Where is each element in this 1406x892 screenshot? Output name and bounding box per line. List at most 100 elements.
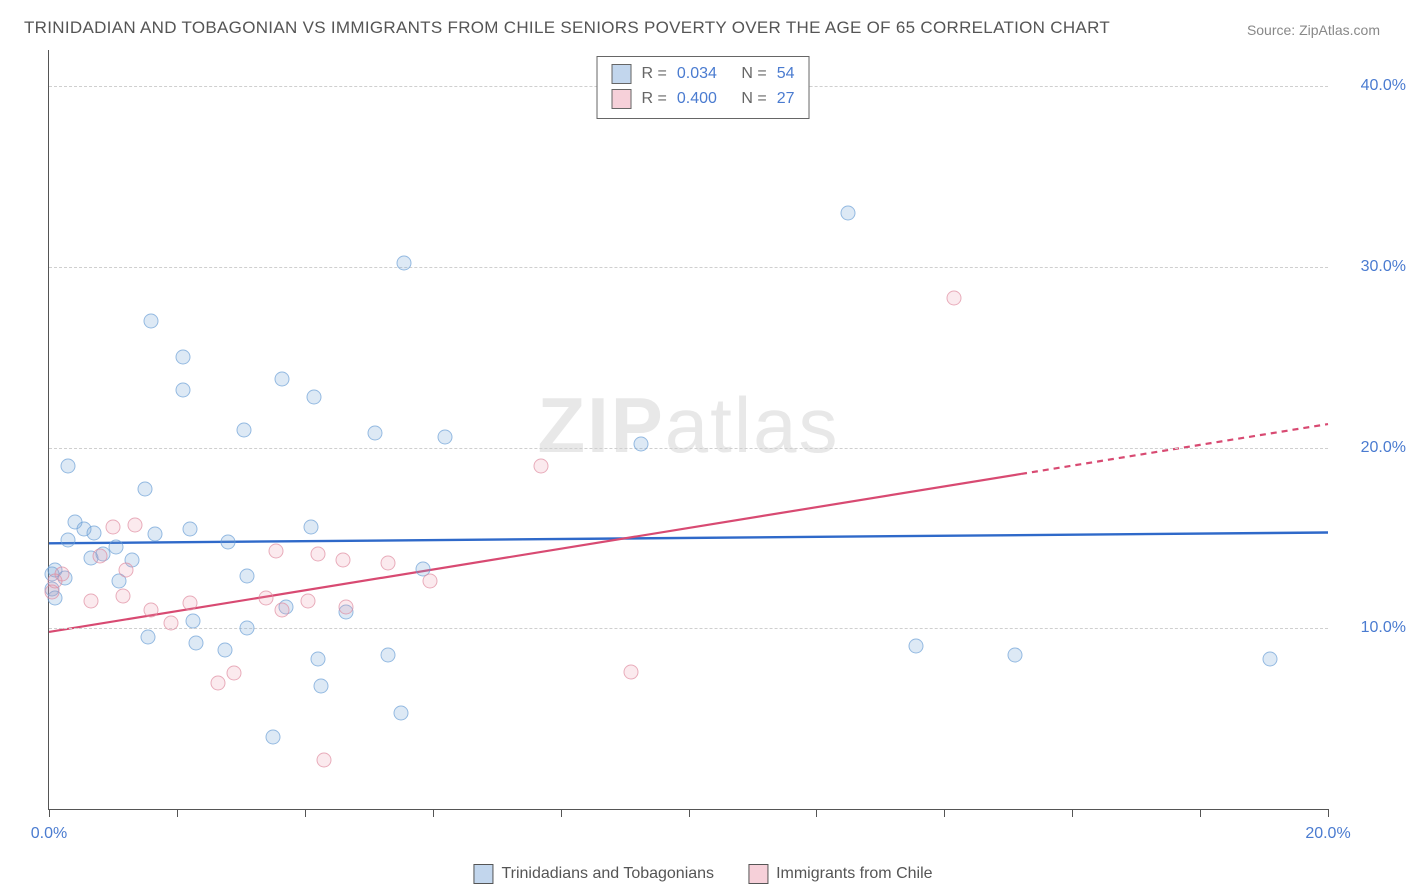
data-point-pink bbox=[946, 290, 961, 305]
data-point-blue bbox=[237, 422, 252, 437]
data-point-pink bbox=[422, 574, 437, 589]
data-point-pink bbox=[269, 543, 284, 558]
x-tick bbox=[816, 809, 817, 817]
data-point-blue bbox=[144, 314, 159, 329]
legend-item-pink: Immigrants from Chile bbox=[748, 864, 932, 884]
n-value-blue: 54 bbox=[777, 62, 795, 87]
x-tick bbox=[689, 809, 690, 817]
data-point-blue bbox=[265, 729, 280, 744]
stats-row-pink: R = 0.400 N = 27 bbox=[612, 87, 795, 112]
r-label: R = bbox=[642, 87, 667, 112]
data-point-pink bbox=[310, 547, 325, 562]
swatch-pink-icon bbox=[748, 864, 768, 884]
data-point-blue bbox=[633, 436, 648, 451]
data-point-blue bbox=[141, 630, 156, 645]
data-point-blue bbox=[137, 482, 152, 497]
chart-root: { "title": "TRINIDADIAN AND TOBAGONIAN V… bbox=[0, 0, 1406, 892]
data-point-pink bbox=[182, 595, 197, 610]
data-point-blue bbox=[221, 534, 236, 549]
data-point-blue bbox=[1263, 652, 1278, 667]
x-tick bbox=[49, 809, 50, 817]
r-value-pink: 0.400 bbox=[677, 87, 717, 112]
swatch-pink-icon bbox=[612, 89, 632, 109]
data-point-blue bbox=[176, 382, 191, 397]
x-tick bbox=[944, 809, 945, 817]
data-point-blue bbox=[393, 706, 408, 721]
data-point-blue bbox=[310, 652, 325, 667]
data-point-pink bbox=[211, 675, 226, 690]
data-point-pink bbox=[336, 552, 351, 567]
gridline bbox=[49, 448, 1328, 449]
data-point-blue bbox=[908, 639, 923, 654]
data-point-pink bbox=[163, 615, 178, 630]
chart-title: TRINIDADIAN AND TOBAGONIAN VS IMMIGRANTS… bbox=[24, 18, 1110, 38]
data-point-blue bbox=[109, 539, 124, 554]
watermark-bold: ZIP bbox=[537, 380, 664, 468]
x-tick bbox=[561, 809, 562, 817]
data-point-blue bbox=[217, 642, 232, 657]
y-tick-label: 30.0% bbox=[1361, 258, 1406, 276]
data-point-blue bbox=[86, 525, 101, 540]
data-point-blue bbox=[147, 527, 162, 542]
x-tick bbox=[305, 809, 306, 817]
x-tick-label: 20.0% bbox=[1305, 825, 1350, 843]
stats-row-blue: R = 0.034 N = 54 bbox=[612, 62, 795, 87]
data-point-pink bbox=[259, 590, 274, 605]
data-point-pink bbox=[115, 588, 130, 603]
data-point-pink bbox=[316, 753, 331, 768]
data-point-pink bbox=[380, 556, 395, 571]
legend-label-blue: Trinidadians and Tobagonians bbox=[501, 865, 714, 882]
r-label: R = bbox=[642, 62, 667, 87]
data-point-blue bbox=[182, 521, 197, 536]
n-value-pink: 27 bbox=[777, 87, 795, 112]
data-point-blue bbox=[380, 648, 395, 663]
data-point-pink bbox=[105, 520, 120, 535]
plot-area: ZIPatlas 10.0%20.0%30.0%40.0%0.0%20.0% bbox=[48, 50, 1328, 810]
data-point-blue bbox=[189, 635, 204, 650]
data-point-pink bbox=[339, 599, 354, 614]
data-point-blue bbox=[61, 532, 76, 547]
x-tick bbox=[433, 809, 434, 817]
x-tick bbox=[1328, 809, 1329, 817]
trend-line bbox=[49, 533, 1328, 544]
data-point-pink bbox=[534, 458, 549, 473]
data-point-blue bbox=[841, 205, 856, 220]
y-tick-label: 40.0% bbox=[1361, 77, 1406, 95]
y-tick-label: 10.0% bbox=[1361, 619, 1406, 637]
x-tick bbox=[1200, 809, 1201, 817]
data-point-pink bbox=[227, 666, 242, 681]
gridline bbox=[49, 267, 1328, 268]
y-tick-label: 20.0% bbox=[1361, 439, 1406, 457]
data-point-blue bbox=[307, 389, 322, 404]
data-point-pink bbox=[128, 518, 143, 533]
legend-label-pink: Immigrants from Chile bbox=[776, 865, 932, 882]
data-point-pink bbox=[144, 603, 159, 618]
data-point-blue bbox=[368, 426, 383, 441]
data-point-pink bbox=[54, 567, 69, 582]
x-tick bbox=[177, 809, 178, 817]
legend-item-blue: Trinidadians and Tobagonians bbox=[473, 864, 714, 884]
swatch-blue-icon bbox=[473, 864, 493, 884]
correlation-stats-box: R = 0.034 N = 54 R = 0.400 N = 27 bbox=[597, 56, 810, 119]
data-point-blue bbox=[1007, 648, 1022, 663]
data-point-pink bbox=[83, 594, 98, 609]
n-label: N = bbox=[741, 62, 766, 87]
data-point-pink bbox=[275, 603, 290, 618]
x-tick-label: 0.0% bbox=[31, 825, 67, 843]
data-point-blue bbox=[240, 568, 255, 583]
data-point-blue bbox=[313, 679, 328, 694]
bottom-legend: Trinidadians and Tobagonians Immigrants … bbox=[473, 864, 932, 884]
data-point-pink bbox=[300, 594, 315, 609]
data-point-pink bbox=[623, 664, 638, 679]
data-point-blue bbox=[275, 371, 290, 386]
x-tick bbox=[1072, 809, 1073, 817]
data-point-blue bbox=[185, 614, 200, 629]
data-point-pink bbox=[93, 549, 108, 564]
watermark-rest: atlas bbox=[665, 380, 840, 468]
trend-line bbox=[1021, 424, 1328, 474]
source-label: Source: ZipAtlas.com bbox=[1247, 22, 1380, 38]
data-point-blue bbox=[61, 458, 76, 473]
r-value-blue: 0.034 bbox=[677, 62, 717, 87]
data-point-blue bbox=[304, 520, 319, 535]
data-point-blue bbox=[240, 621, 255, 636]
